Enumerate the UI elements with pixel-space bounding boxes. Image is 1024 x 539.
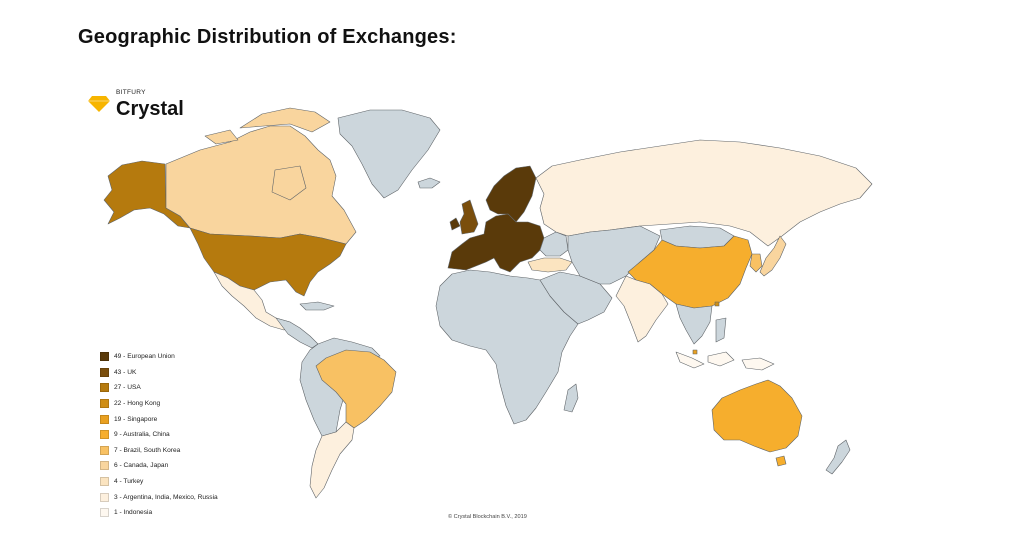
region-uk: [459, 199, 479, 235]
legend-swatch: [100, 508, 109, 518]
region-iceland: [417, 177, 441, 189]
legend-label: 1 - Indonesia: [114, 509, 153, 517]
legend-swatch: [100, 414, 109, 424]
brand-name: Crystal: [116, 97, 184, 120]
legend-item: 43 - UK: [100, 365, 218, 381]
region-eastern-europe: [539, 231, 569, 257]
legend-item: 1 - Indonesia: [100, 505, 218, 521]
legend-label: 3 - Argentina, India, Mexico, Russia: [114, 493, 218, 501]
region-southeast-asia: [675, 303, 727, 345]
legend-label: 49 - European Union: [114, 353, 175, 361]
region-middle-east: [539, 271, 613, 325]
legend-label: 19 - Singapore: [114, 415, 158, 423]
legend-item: 27 - USA: [100, 380, 218, 396]
legend-item: 3 - Argentina, India, Mexico, Russia: [100, 489, 218, 505]
legend-swatch: [100, 383, 109, 393]
legend-swatch: [100, 399, 109, 409]
region-singapore: [692, 349, 698, 355]
legend-item: 19 - Singapore: [100, 411, 218, 427]
region-hong-kong: [714, 301, 720, 307]
legend-swatch: [100, 445, 109, 455]
region-india: [615, 275, 669, 343]
region-canada-arctic: [204, 107, 331, 145]
brand-supertitle: BITFURY: [116, 89, 146, 96]
region-tasmania: [775, 455, 787, 467]
page-title: Geographic Distribution of Exchanges:: [78, 26, 457, 48]
region-ireland: [449, 217, 461, 231]
region-turkey: [527, 257, 573, 273]
region-new-zealand: [825, 439, 851, 475]
legend-swatch: [100, 352, 109, 362]
legend-label: 6 - Canada, Japan: [114, 462, 169, 470]
legend-item: 49 - European Union: [100, 349, 218, 365]
legend-label: 22 - Hong Kong: [114, 400, 161, 408]
region-russia: [535, 139, 873, 247]
region-greenland: [337, 109, 441, 199]
region-indonesia: [675, 351, 775, 371]
legend-swatch: [100, 492, 109, 502]
region-argentina: [309, 421, 355, 499]
legend-swatch: [100, 367, 109, 377]
legend-swatch: [100, 477, 109, 487]
legend-label: 43 - UK: [114, 368, 137, 376]
region-canada: [165, 125, 357, 245]
region-australia: [711, 379, 803, 453]
map-legend: 49 - European Union 43 - UK 27 - USA 22 - H…: [100, 349, 218, 521]
legend-label: 4 - Turkey: [114, 478, 144, 486]
region-usa: [189, 227, 347, 297]
region-scandinavia: [485, 165, 537, 223]
region-madagascar: [563, 383, 579, 413]
region-africa: [435, 269, 579, 425]
legend-item: 22 - Hong Kong: [100, 396, 218, 412]
legend-swatch: [100, 430, 109, 440]
diamond-icon: [88, 96, 110, 113]
legend-swatch: [100, 461, 109, 471]
region-european-union: [447, 213, 545, 273]
copyright-text: © Crystal Blockchain B.V., 2019: [448, 514, 527, 520]
legend-item: 6 - Canada, Japan: [100, 458, 218, 474]
region-japan: [759, 235, 787, 277]
region-alaska: [103, 160, 191, 229]
legend-label: 9 - Australia, China: [114, 431, 170, 439]
legend-label: 27 - USA: [114, 384, 141, 392]
legend-item: 9 - Australia, China: [100, 427, 218, 443]
region-korea: [749, 253, 763, 273]
brand-logo: BITFURY Crystal: [88, 89, 184, 120]
legend-label: 7 - Brazil, South Korea: [114, 446, 181, 454]
legend-item: 4 - Turkey: [100, 474, 218, 490]
legend-item: 7 - Brazil, South Korea: [100, 443, 218, 459]
